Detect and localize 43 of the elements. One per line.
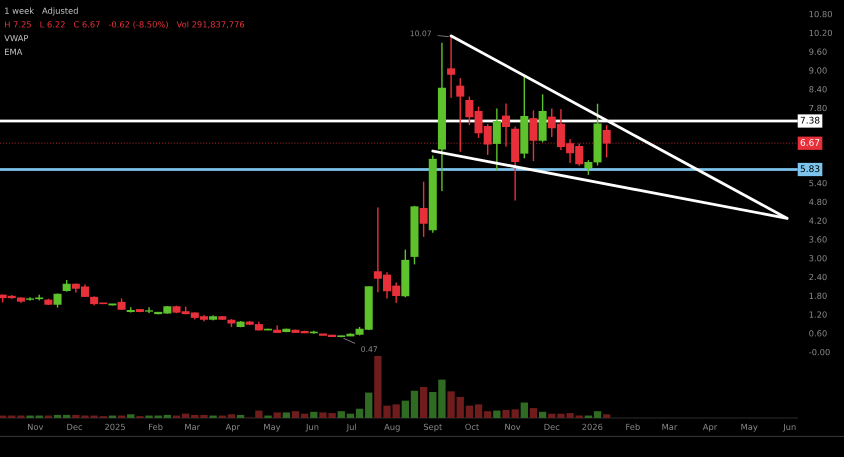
x-tick-label: Jul xyxy=(346,424,356,432)
y-tick-label: 0.60 xyxy=(809,330,827,336)
y-tick-label: 9.60 xyxy=(809,48,827,55)
ref-line-label: 6.67 xyxy=(800,139,820,146)
x-tick-label: Mar xyxy=(185,424,200,430)
annotation: H 7.25 L 6.22 C 6.67 -0.62 (-8.50%) Vol 291,837,776 xyxy=(5,21,244,29)
annotation: VWAP xyxy=(4,35,28,42)
y-tick-label: 7.80 xyxy=(809,104,827,112)
x-tick-label: Feb xyxy=(626,424,640,430)
y-tick-label: 4.80 xyxy=(809,198,827,206)
x-tick-label: May xyxy=(741,424,758,432)
x-tick-label: May xyxy=(264,424,280,432)
y-tick-label: 2.40 xyxy=(809,274,827,280)
ref-line-label: 5.83 xyxy=(800,165,820,172)
y-tick-label: 10.20 xyxy=(810,30,832,36)
x-tick-label: Dec xyxy=(67,424,82,430)
y-tick-label: 5.40 xyxy=(809,180,827,186)
x-tick-label: 2026 xyxy=(582,424,602,430)
x-tick-label: Mar xyxy=(662,424,678,430)
x-tick-label: 2025 xyxy=(105,424,125,430)
text: 1 week Adjusted xyxy=(5,7,78,16)
x-tick-label: Jun xyxy=(782,424,796,432)
y-tick-label: 1.80 xyxy=(810,292,827,299)
y-tick-label: 1.20 xyxy=(810,311,827,318)
y-tick-label: -0.00 xyxy=(809,348,830,356)
y-tick-label: 9.00 xyxy=(809,67,827,74)
y-tick-label: 4.20 xyxy=(809,218,827,224)
x-tick-label: Sept xyxy=(424,424,442,432)
x-tick-label: Jun xyxy=(306,424,318,432)
y-tick-label: 3.60 xyxy=(809,236,827,243)
x-tick-label: Nov xyxy=(28,424,44,430)
x-tick-label: Oct xyxy=(465,424,480,430)
annotation: EMA xyxy=(5,48,22,55)
y-tick-label: 8.40 xyxy=(809,86,827,92)
x-tick-label: Aug xyxy=(384,424,400,432)
y-tick-label: 3.00 xyxy=(809,255,827,262)
x-tick-label: Feb xyxy=(149,424,163,430)
x-tick-label: Dec xyxy=(544,424,560,430)
x-tick-label: Apr xyxy=(226,424,240,432)
ref-line-label: 7.38 xyxy=(800,116,820,124)
x-tick-label: Nov xyxy=(505,424,520,430)
x-tick-label: Apr xyxy=(702,424,718,432)
y-tick-label: 10.80 xyxy=(810,10,832,18)
